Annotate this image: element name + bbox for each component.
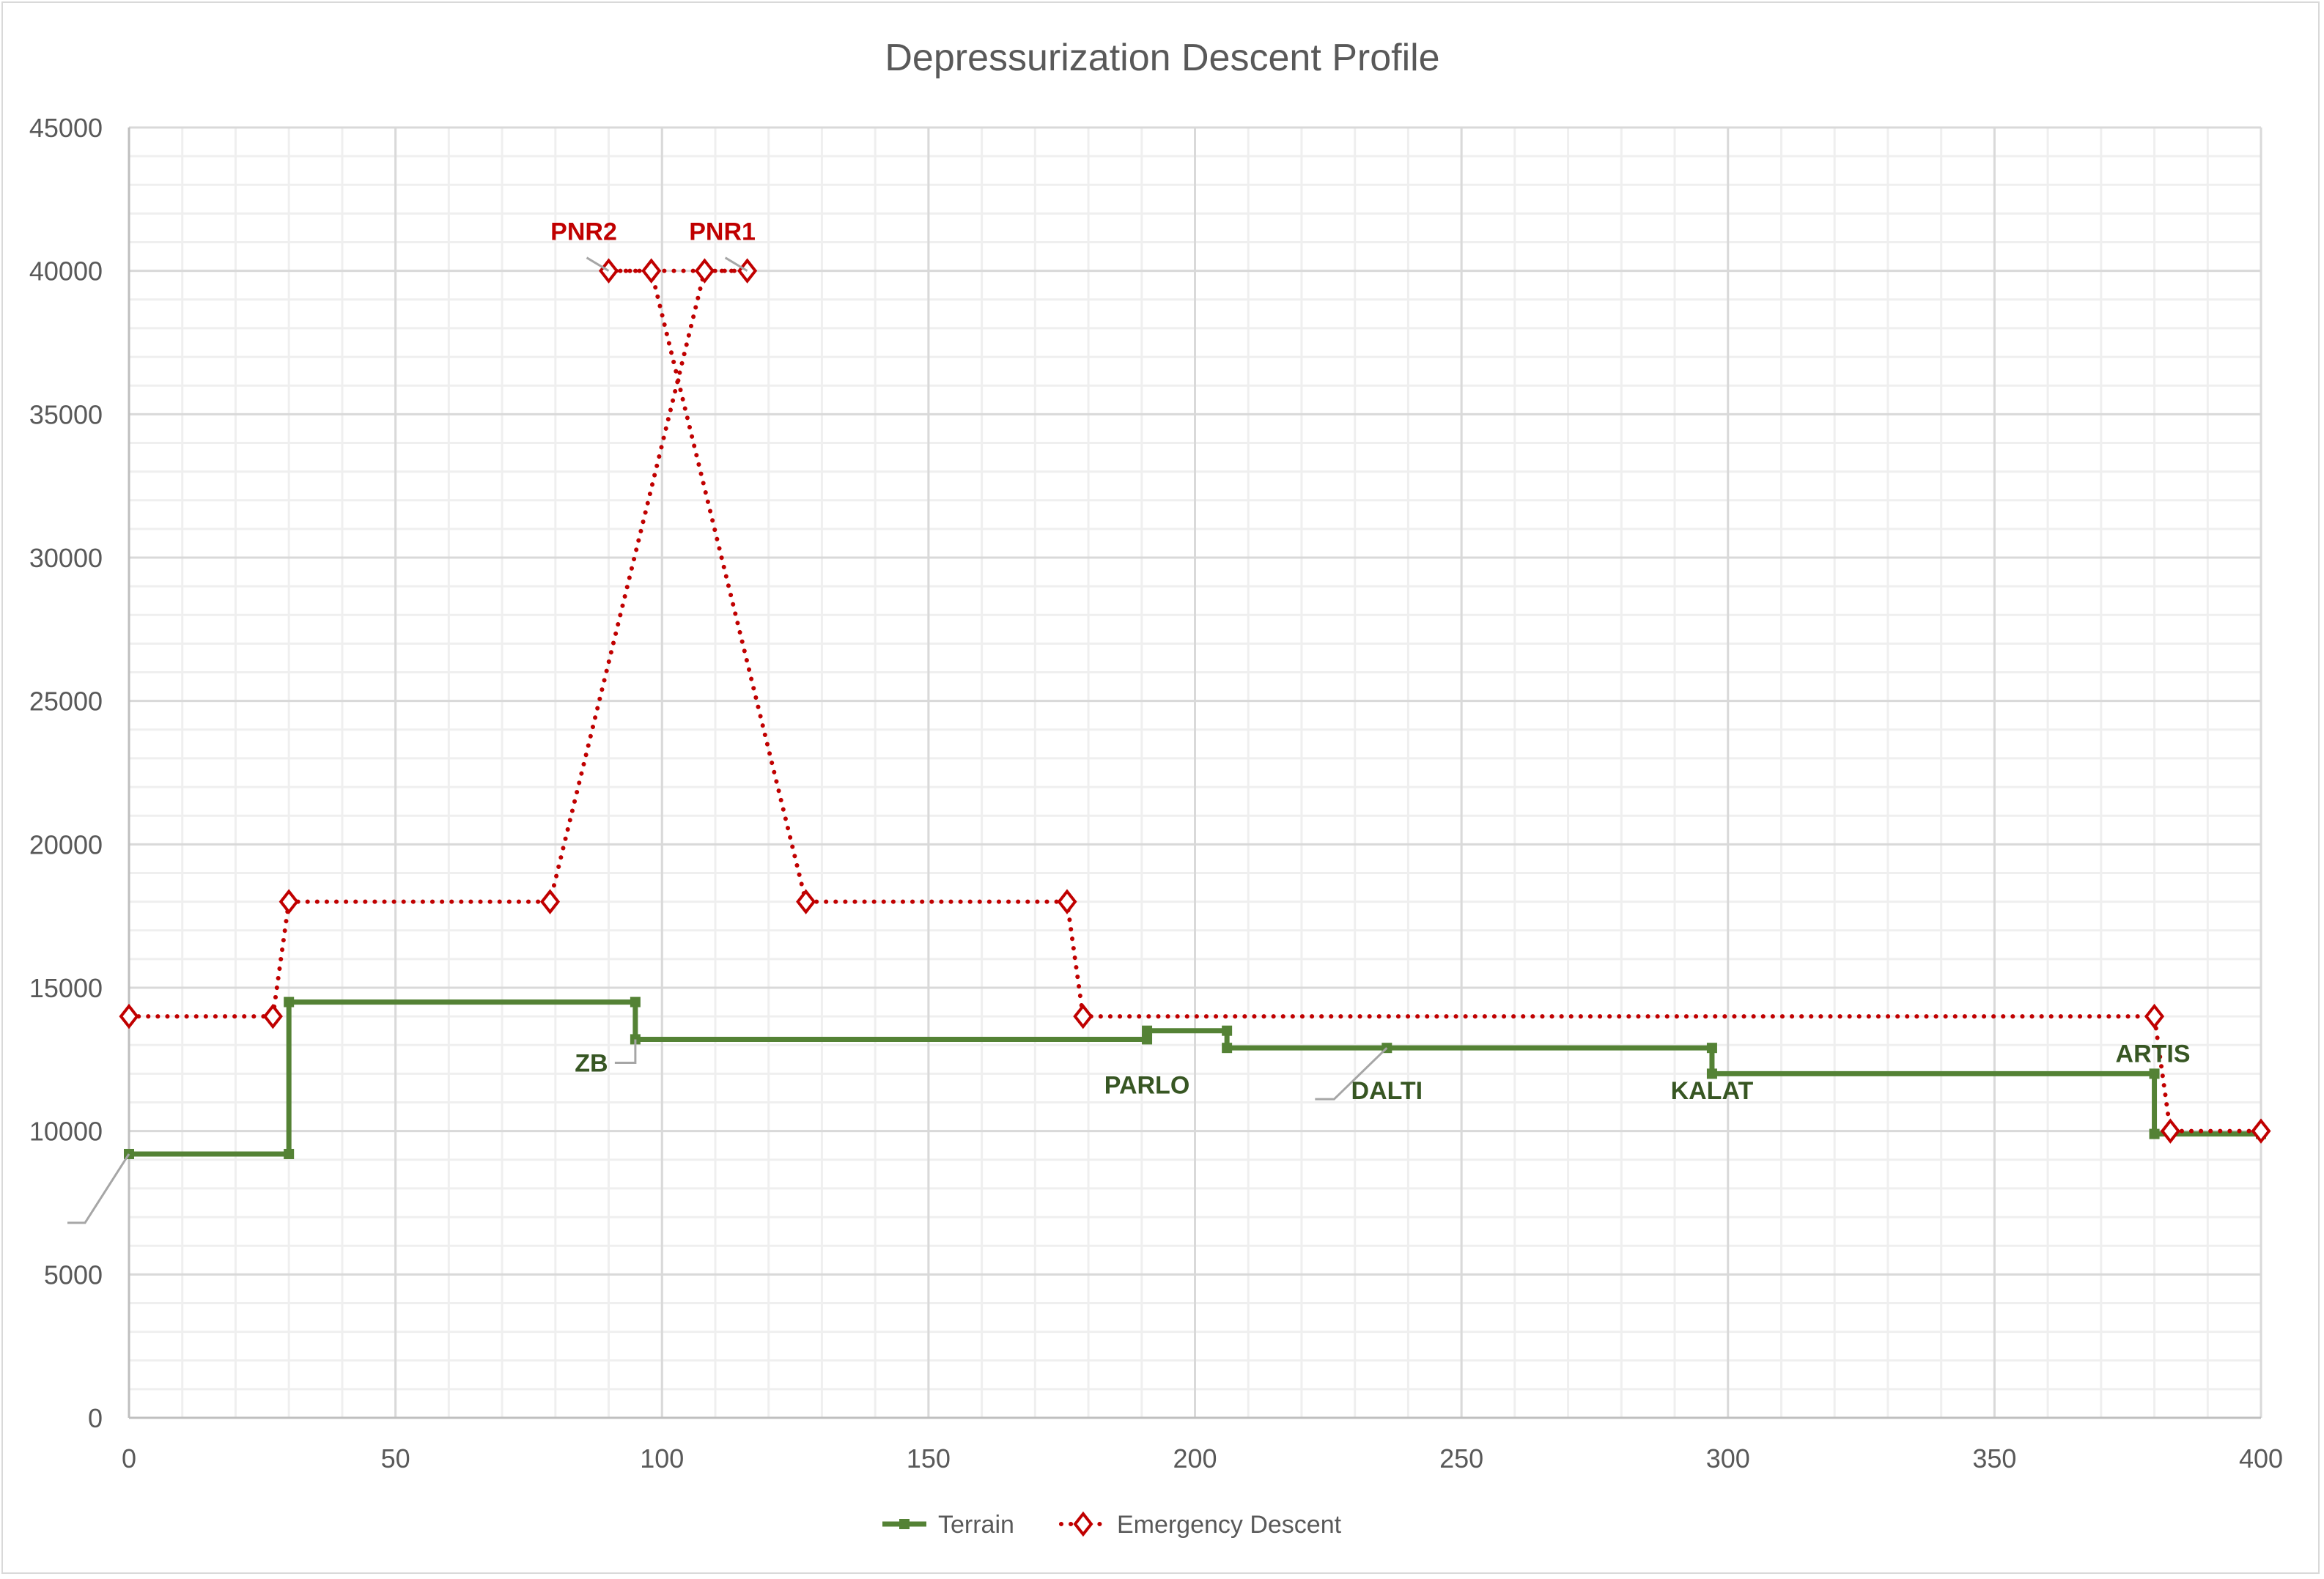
data-label-zb: ZB xyxy=(575,1049,608,1077)
legend-label: Terrain xyxy=(938,1511,1014,1539)
chart-title: Depressurization Descent Profile xyxy=(885,37,1439,79)
x-tick-label: 150 xyxy=(907,1443,951,1473)
data-point xyxy=(1222,1025,1233,1036)
series-line-emergency-descent xyxy=(127,268,2263,1134)
y-tick-label: 40000 xyxy=(29,256,103,286)
y-tick-label: 45000 xyxy=(29,113,103,143)
data-point xyxy=(1073,1003,1093,1029)
x-tick-label: 200 xyxy=(1173,1443,1217,1473)
data-point xyxy=(539,889,561,914)
legend-marker xyxy=(1073,1511,1093,1537)
y-tick-label: 5000 xyxy=(44,1260,103,1290)
legend: Terrain Emergency Descent xyxy=(882,1511,1342,1539)
data-point xyxy=(694,258,715,284)
data-point xyxy=(2160,1118,2180,1144)
data-point xyxy=(119,1003,139,1029)
axes: 0 50 100 150 200 250 300 350 400 0 5000 10000 15000 2… xyxy=(29,113,2283,1473)
data-point xyxy=(1142,1034,1153,1045)
x-tick-label: 0 xyxy=(122,1443,136,1473)
y-tick-label: 25000 xyxy=(29,687,103,717)
data-point xyxy=(1142,1025,1153,1036)
y-tick-label: 15000 xyxy=(29,973,103,1003)
data-point xyxy=(1706,1043,1717,1054)
data-point xyxy=(284,996,295,1007)
data-point xyxy=(1222,1043,1233,1054)
grid xyxy=(128,126,2262,1419)
data-label-pnr1: PNR1 xyxy=(689,218,756,246)
data-label-kalat: KALAT xyxy=(1671,1077,1754,1105)
x-tick-label: 400 xyxy=(2239,1443,2283,1473)
data-point xyxy=(2144,1003,2165,1029)
data-label-artis: ARTIS xyxy=(2116,1040,2191,1068)
leader-line xyxy=(67,1153,130,1224)
x-tick-label: 350 xyxy=(1972,1443,2016,1473)
data-point xyxy=(641,258,662,284)
data-point xyxy=(1706,1068,1717,1079)
x-tick-label: 250 xyxy=(1439,1443,1483,1473)
leader-line xyxy=(614,1039,637,1064)
data-label-parlo: PARLO xyxy=(1104,1071,1189,1099)
y-tick-label: 20000 xyxy=(29,829,103,859)
series-layer xyxy=(119,258,2271,1159)
x-tick-label: 50 xyxy=(381,1443,410,1473)
x-tick-label: 100 xyxy=(640,1443,684,1473)
data-point xyxy=(2251,1118,2271,1144)
x-tick-label: 300 xyxy=(1706,1443,1750,1473)
data-point xyxy=(1057,889,1077,914)
data-point xyxy=(796,889,816,914)
legend-item-terrain: Terrain xyxy=(882,1511,1014,1539)
leader-line xyxy=(1315,1047,1388,1101)
y-tick-label: 0 xyxy=(88,1403,103,1433)
data-labels: ZB PARLO DALTI KALAT ARTIS PNR1 PNR2 xyxy=(67,218,2191,1224)
data-label-dalti: DALTI xyxy=(1351,1077,1423,1105)
leader-line xyxy=(724,256,748,272)
legend-marker xyxy=(899,1519,910,1529)
data-point xyxy=(2149,1068,2160,1079)
y-tick-label: 10000 xyxy=(29,1117,103,1147)
y-tick-label: 30000 xyxy=(29,543,103,573)
data-point xyxy=(284,1148,295,1159)
chart: Depressurization Descent Profile 0 50 100 1… xyxy=(29,37,2283,1539)
data-point xyxy=(2149,1128,2160,1139)
legend-label: Emergency Descent xyxy=(1117,1511,1342,1539)
legend-item-emergency-descent: Emergency Descent xyxy=(1058,1511,1342,1539)
data-point xyxy=(630,996,641,1007)
y-tick-label: 35000 xyxy=(29,399,103,429)
data-point xyxy=(262,1003,283,1029)
data-label-pnr2: PNR2 xyxy=(550,218,617,246)
leader-line xyxy=(586,256,610,272)
data-point xyxy=(278,889,299,914)
